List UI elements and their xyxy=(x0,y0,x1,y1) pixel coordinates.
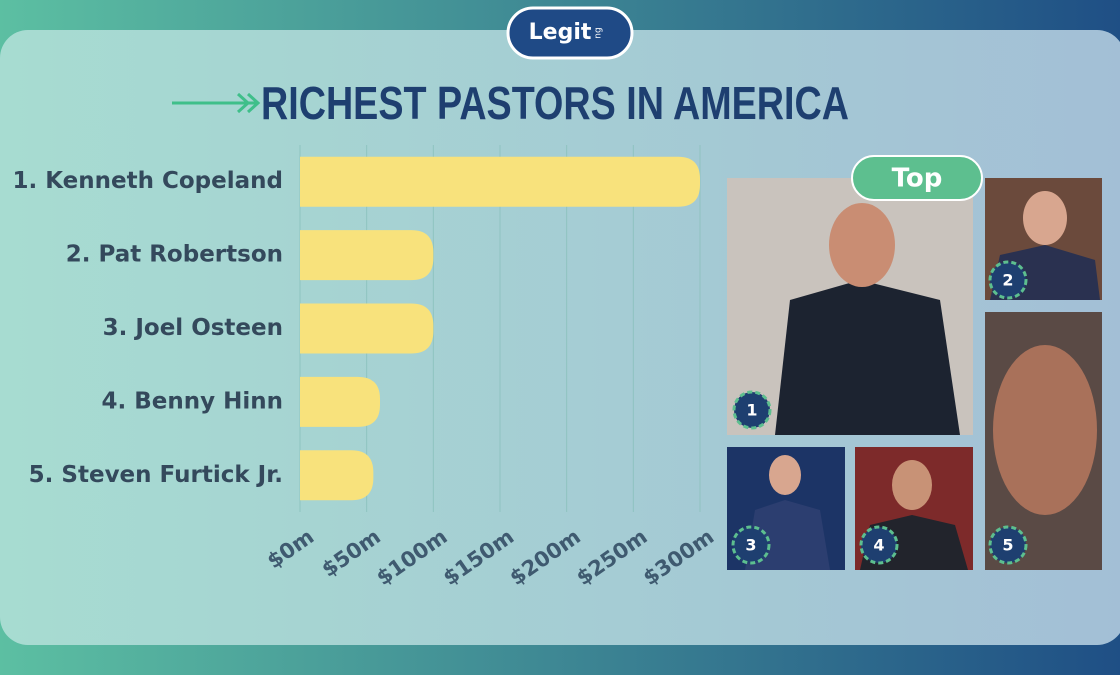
logo-pill xyxy=(506,6,634,60)
bar xyxy=(300,450,374,501)
bar xyxy=(300,156,700,207)
photo-badge xyxy=(988,525,1028,565)
photo-badge-number: 1 xyxy=(746,401,757,420)
category-label: 5. Steven Furtick Jr. xyxy=(29,462,283,488)
bar xyxy=(300,303,434,354)
arrow xyxy=(172,92,261,114)
chart-title: RICHEST PASTORS IN AMERICA xyxy=(261,78,849,129)
photo-figure xyxy=(1023,191,1067,245)
top-label: Top xyxy=(892,164,943,194)
photo-badge xyxy=(731,525,771,565)
category-label: 1. Kenneth Copeland xyxy=(13,168,283,194)
photo-badge xyxy=(732,390,772,430)
bar xyxy=(300,376,380,427)
photo-badge-number: 5 xyxy=(1002,536,1013,555)
photos xyxy=(727,178,1102,570)
logo-suffix: ng xyxy=(594,27,604,38)
photo-badge xyxy=(988,260,1028,300)
photo-figure xyxy=(993,345,1097,515)
photo-badge-number: 2 xyxy=(1002,271,1013,290)
photo-figure xyxy=(769,455,801,495)
photo-figure xyxy=(829,203,895,287)
logo-text: Legit xyxy=(529,20,592,45)
category-label: 2. Pat Robertson xyxy=(66,242,283,268)
top-pill xyxy=(851,155,983,201)
photo-figure xyxy=(775,280,960,435)
photo-figure xyxy=(892,460,932,510)
category-label: 4. Benny Hinn xyxy=(101,388,283,414)
category-label: 3. Joel Osteen xyxy=(103,315,283,341)
photo-badge-number: 3 xyxy=(745,536,756,555)
bar xyxy=(300,230,434,281)
photo-badge xyxy=(859,525,899,565)
photo-badge-number: 4 xyxy=(873,536,884,555)
